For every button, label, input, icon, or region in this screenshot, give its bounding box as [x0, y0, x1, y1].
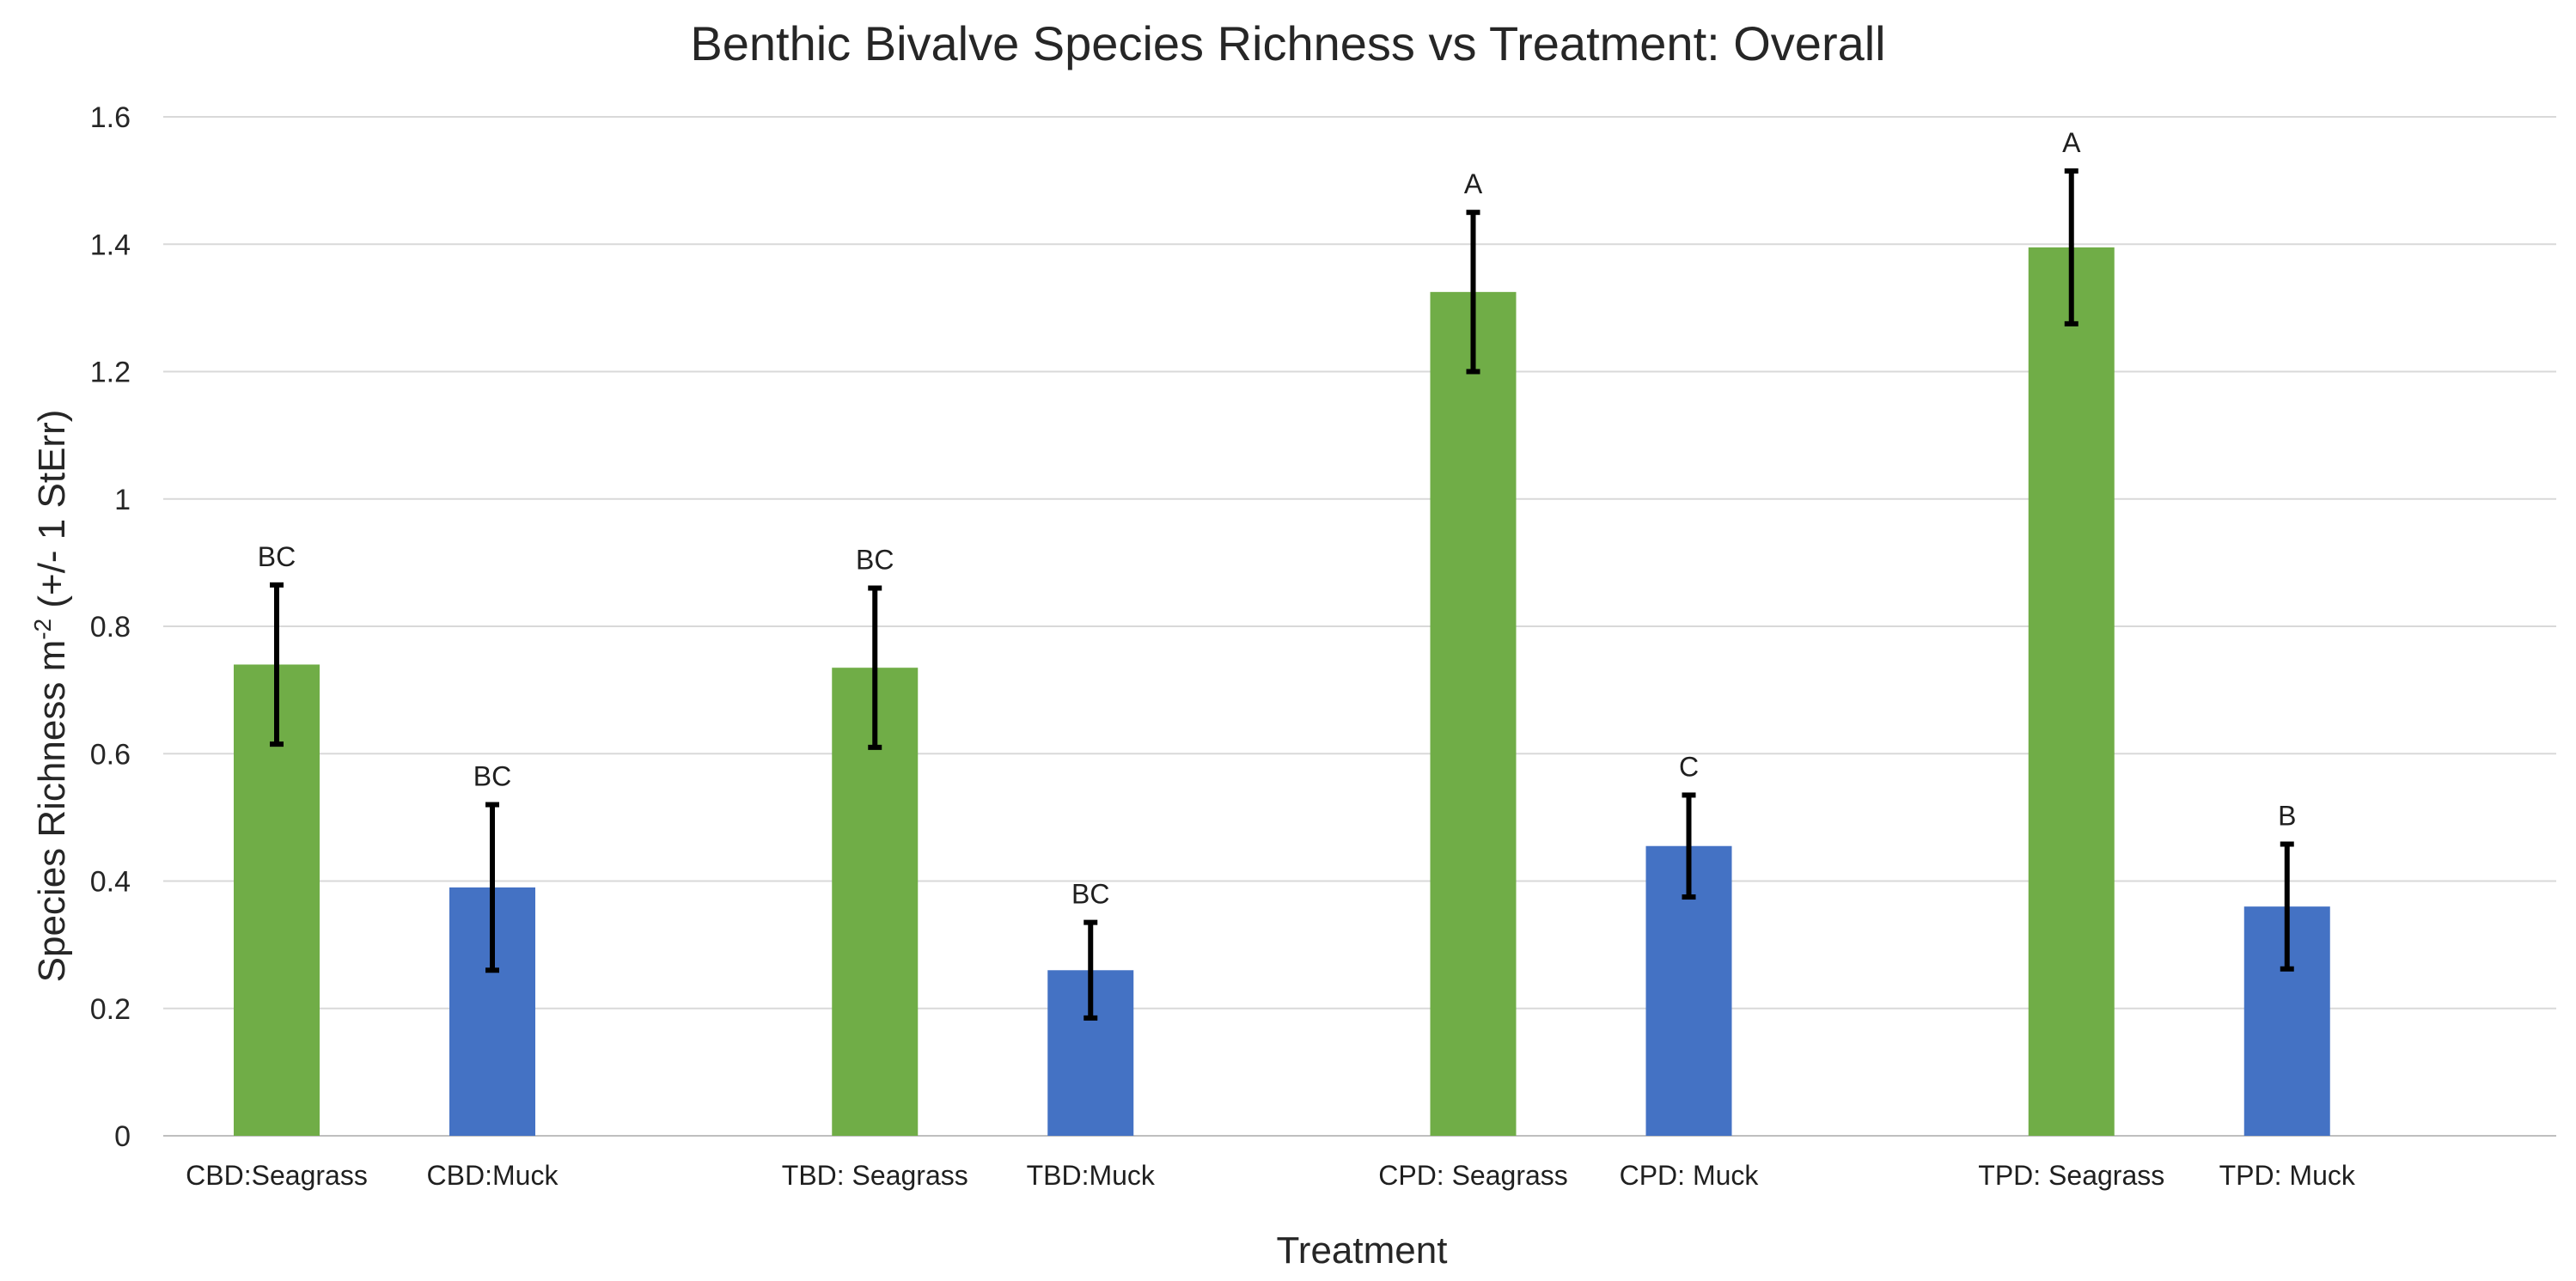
y-tick-label: 1.6 — [90, 101, 131, 134]
y-tick-label: 0.2 — [90, 993, 131, 1026]
x-tick-label: TBD:Muck — [1027, 1160, 1156, 1191]
y-tick-label: 1.2 — [90, 357, 131, 389]
x-tick-label: CPD: Muck — [1620, 1160, 1760, 1191]
significance-label: A — [1464, 168, 1483, 199]
y-axis-title: Species Richness m-2 (+/- 1 StErr) — [29, 410, 73, 983]
significance-label: BC — [258, 541, 296, 572]
x-axis-title: Treatment — [1277, 1229, 1448, 1272]
y-tick-label: 1.4 — [90, 229, 131, 261]
significance-label: B — [2278, 801, 2296, 832]
x-tick-label: TBD: Seagrass — [782, 1160, 968, 1191]
significance-label: BC — [1071, 879, 1109, 910]
x-tick-label: CPD: Seagrass — [1378, 1160, 1568, 1191]
gridlines — [163, 116, 2556, 1010]
y-tick-label: 0.8 — [90, 611, 131, 644]
y-axis-ticks: 0 0.2 0.4 0.6 0.8 1 1.2 1.4 1.6 — [90, 101, 131, 1153]
y-tick-label: 0.6 — [90, 738, 131, 771]
x-tick-label: TPD: Muck — [2219, 1160, 2356, 1191]
significance-labels: BC BC BC BC A C A B — [258, 127, 2297, 910]
significance-label: A — [2062, 127, 2081, 158]
y-axis-title-main: Species Richness m — [31, 640, 73, 983]
error-bars — [270, 168, 2294, 1021]
y-tick-label: 0 — [114, 1120, 131, 1153]
significance-label: C — [1679, 751, 1699, 782]
bar-seagrass — [1430, 291, 1517, 1136]
bar-seagrass — [2028, 247, 2115, 1136]
y-axis-title-superscript: -2 — [29, 619, 56, 640]
category-labels: CBD:Seagrass CBD:Muck TBD: Seagrass TBD:Muc… — [186, 1160, 2356, 1191]
y-axis-title-tail: (+/- 1 StErr) — [31, 410, 73, 619]
x-tick-label: CBD:Muck — [427, 1160, 559, 1191]
bars — [234, 247, 2330, 1136]
y-tick-label: 1 — [114, 484, 131, 516]
y-tick-label: 0.4 — [90, 866, 131, 899]
significance-label: BC — [856, 545, 894, 576]
significance-label: BC — [473, 761, 511, 792]
chart-title: Benthic Bivalve Species Richness vs Trea… — [690, 16, 1885, 70]
x-tick-label: TPD: Seagrass — [1978, 1160, 2164, 1191]
x-tick-label: CBD:Seagrass — [186, 1160, 368, 1191]
